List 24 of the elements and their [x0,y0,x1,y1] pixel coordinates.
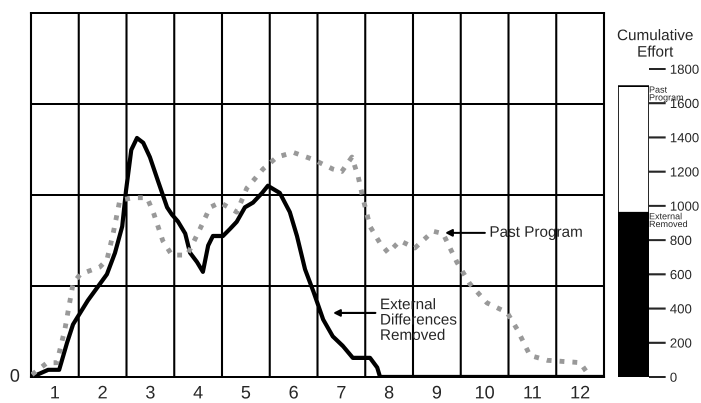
x-tick-label: 6 [290,386,298,399]
y-tick-label: 1200 [670,167,699,177]
x-tick-label: 2 [98,386,107,398]
x-tick-label: 10 [476,386,494,399]
y-tick-label: 600 [670,270,692,280]
y-tick-label: 800 [670,236,692,246]
x-tick-label: 5 [242,386,250,399]
x-tick-label: 4 [194,386,203,398]
y-tick-label: 400 [670,304,692,314]
y-tick-label: 1800 [670,64,699,74]
x-tick-label: 9 [432,386,442,399]
x-tick-label: 12 [571,386,590,398]
x-tick-label: 3 [146,386,155,399]
y-tick-label: 1400 [670,133,699,142]
text: 0 [10,369,20,382]
y-tick-label: 200 [670,338,692,348]
x-tick-label: 7 [337,386,346,398]
y-tick-label: 1000 [670,201,699,211]
chart-title: Cumulative Effort [618,29,693,57]
x-tick-label: 1 [51,386,60,398]
series-label: External Removed [650,212,688,228]
x-tick-label: 8 [384,386,394,399]
y-tick-label: 0 [670,372,677,382]
x-tick-label: 11 [524,386,541,398]
